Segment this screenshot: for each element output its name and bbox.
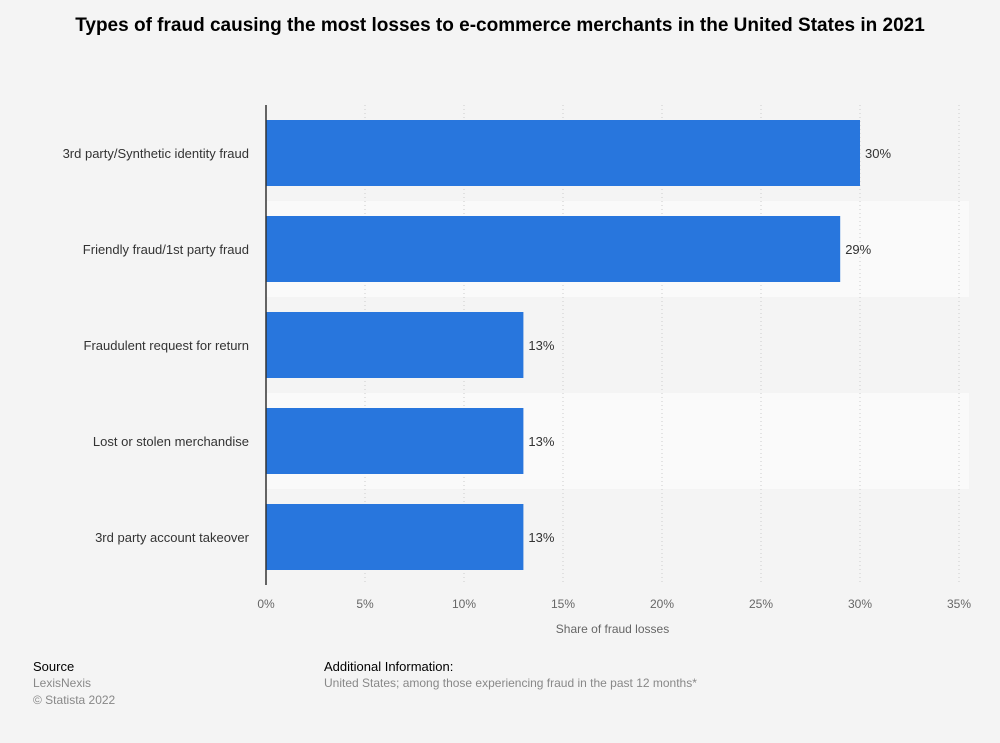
y-category-label: Friendly fraud/1st party fraud (83, 242, 249, 257)
source-block: Source LexisNexis © Statista 2022 (33, 658, 115, 709)
copyright: © Statista 2022 (33, 693, 116, 707)
bar (266, 216, 841, 282)
x-tick-label: 35% (947, 597, 971, 611)
chart-title: Types of fraud causing the most losses t… (75, 15, 925, 36)
source-heading: Source (33, 659, 75, 674)
bar (266, 504, 524, 570)
additional-info-heading: Additional Information: (324, 659, 454, 674)
x-tick-label: 5% (356, 597, 374, 611)
source-name[interactable]: LexisNexis (33, 676, 92, 690)
y-category-label: 3rd party account takeover (95, 530, 250, 545)
y-category-label: Fraudulent request for return (84, 338, 249, 353)
x-axis-title: Share of fraud losses (556, 622, 669, 636)
bar (266, 408, 524, 474)
data-label: 13% (528, 530, 554, 545)
data-label: 30% (865, 146, 891, 161)
additional-info-block: Additional Information: United States; a… (324, 658, 697, 692)
x-tick-label: 15% (551, 597, 575, 611)
additional-info-text: United States; among those experiencing … (324, 676, 697, 690)
y-category-label: 3rd party/Synthetic identity fraud (63, 146, 249, 161)
x-tick-label: 30% (848, 597, 872, 611)
y-category-label: Lost or stolen merchandise (93, 434, 249, 449)
x-tick-label: 20% (650, 597, 674, 611)
bar-chart: 0% 5% 10% 15% 20% 25% 30% 35% 3rd party/Syntheti… (63, 105, 971, 636)
x-tick-label: 25% (749, 597, 773, 611)
bar (266, 120, 860, 186)
data-label: 13% (528, 434, 554, 449)
data-label: 29% (845, 242, 871, 257)
x-tick-label: 0% (257, 597, 275, 611)
x-tick-label: 10% (452, 597, 476, 611)
bar (266, 312, 524, 378)
data-label: 13% (528, 338, 554, 353)
